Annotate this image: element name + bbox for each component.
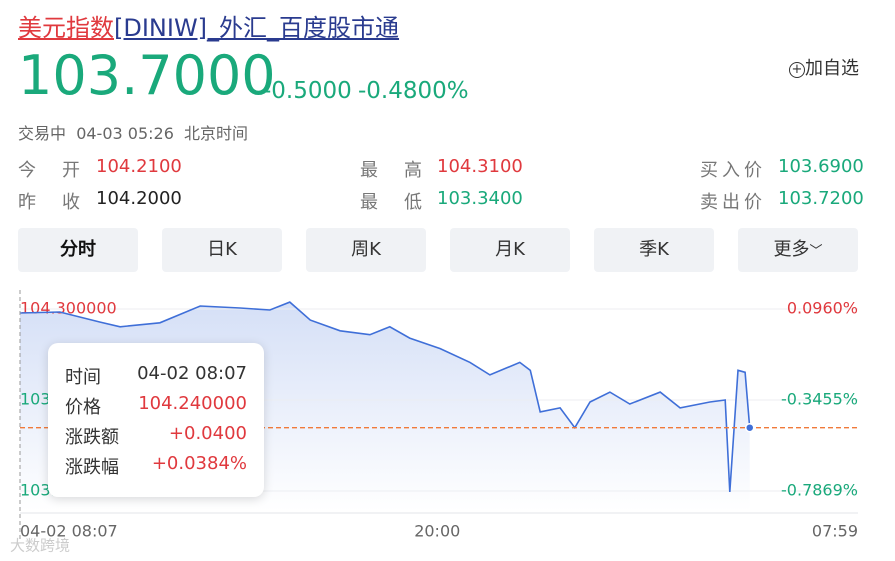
title-rest[interactable]: [DINIW]_外汇_百度股市通 [114, 14, 400, 42]
title-main[interactable]: 美元指数 [18, 14, 114, 42]
tab[interactable]: 月K [450, 228, 570, 272]
x-tick-label: 04-02 08:07 [20, 522, 118, 541]
stat-value: 103.7200 [778, 188, 864, 209]
y2-tick-label: -0.7869% [781, 481, 858, 500]
change-pct: -0.4800% [358, 78, 469, 104]
arrow[interactable]: ﹀ [809, 244, 823, 259]
state: 交易中 [18, 124, 67, 143]
tab[interactable]: 日K [162, 228, 282, 272]
stat-label: 最 低 [360, 192, 426, 213]
tooltip: 时间 04-02 08:07 价格 104.240000 涨跌额 +0.0400 涨跌幅 +0… [48, 343, 264, 497]
stat-label: 最 高 [360, 160, 426, 181]
tab[interactable]: 更多﹀ [738, 228, 858, 272]
tooltip-value: +0.0400 [168, 423, 247, 444]
x-tick-label: 20:00 [414, 522, 460, 541]
stat-value: 104.2100 [96, 156, 182, 177]
watermark: 大数跨境 [10, 537, 70, 555]
price: 103.7000 [18, 44, 276, 107]
tooltip-value: +0.0384% [151, 453, 247, 474]
status: 交易中 04-03 05:26 北京时间 [18, 120, 248, 144]
tab[interactable]: 周K [306, 228, 426, 272]
stat-label: 卖出价 [700, 192, 766, 213]
stat-value: 103.3400 [437, 188, 523, 209]
tooltip-label: 时间 [65, 367, 101, 388]
time: 04-03 05:26 [76, 124, 174, 143]
stat-value: 104.2000 [96, 188, 182, 209]
change: -0.5000 [263, 78, 352, 104]
zone: 北京时间 [184, 124, 249, 143]
stat-label: 今 开 [18, 160, 84, 181]
stat-label: 买入价 [700, 160, 766, 181]
title[interactable]: 美元指数[DINIW]_外汇_百度股市通 [18, 8, 399, 43]
tooltip-value: 04-02 08:07 [137, 363, 247, 384]
price-line [19, 301, 751, 493]
tooltip-label: 价格 [65, 397, 101, 418]
x-tick-label: 07:59 [812, 522, 858, 541]
tooltip-label: 涨跌额 [65, 427, 119, 448]
add-watchlist[interactable]: + 加自选 [789, 54, 859, 80]
add-text[interactable]: 加自选 [805, 58, 859, 79]
tooltip-value: 104.240000 [138, 393, 247, 414]
last-point [744, 422, 755, 433]
y2-tick-label: -0.3455% [781, 390, 858, 409]
tab[interactable]: 季K [594, 228, 714, 272]
stat-value: 103.6900 [778, 156, 864, 177]
stat-value: 104.3100 [437, 156, 523, 177]
tooltip-label: 涨跌幅 [65, 457, 119, 478]
stat-label: 昨 收 [18, 192, 84, 213]
tab[interactable]: 分时 [18, 228, 138, 272]
y2-tick-label: 0.0960% [787, 299, 858, 318]
